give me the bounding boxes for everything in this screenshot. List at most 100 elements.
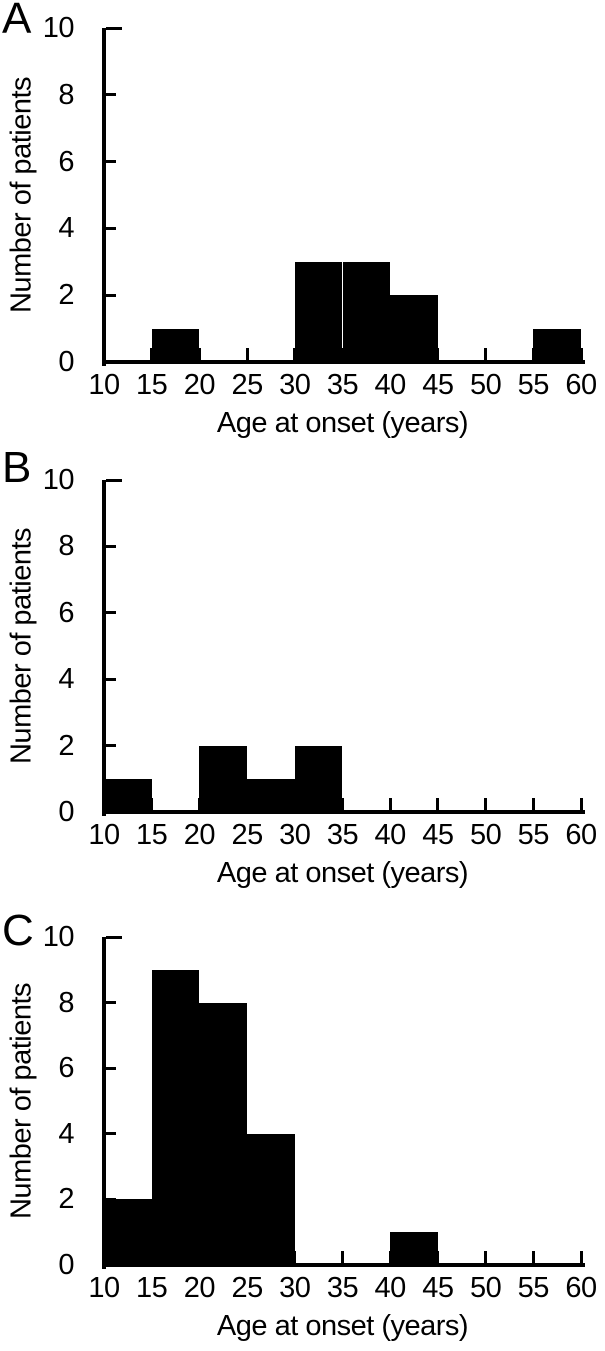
y-axis-title: Number of patients — [5, 76, 38, 314]
y-tick-label: 0 — [58, 796, 74, 828]
y-tick — [106, 611, 116, 615]
y-tick — [106, 544, 116, 548]
x-tick — [102, 348, 106, 360]
x-tick-label: 30 — [279, 1272, 311, 1304]
histogram-bar — [294, 745, 343, 812]
y-tick-label: 6 — [58, 596, 74, 629]
x-tick-label: 15 — [136, 1272, 168, 1304]
x-tick-label: 25 — [231, 819, 263, 851]
x-tick — [484, 348, 488, 360]
x-axis-line — [102, 810, 585, 814]
x-tick-label: 45 — [422, 819, 454, 851]
y-tick — [106, 935, 122, 939]
y-tick-label: 8 — [58, 530, 74, 563]
x-tick — [579, 1251, 583, 1263]
y-tick-label: 10 — [42, 12, 75, 44]
histogram-bar — [390, 295, 438, 362]
x-axis-title: Age at onset (years) — [216, 1310, 469, 1342]
y-tick-label: 10 — [42, 464, 75, 496]
x-tick-label: 30 — [279, 819, 311, 851]
x-tick-label: 45 — [422, 1272, 454, 1304]
histogram-bar — [104, 778, 152, 812]
x-tick-label: 45 — [422, 369, 454, 401]
histogram-bar — [533, 328, 581, 362]
y-tick-label: 6 — [58, 1052, 74, 1085]
y-tick — [106, 677, 116, 681]
x-tick — [531, 798, 535, 810]
x-axis-title: Age at onset (years) — [216, 407, 469, 439]
x-tick — [531, 1251, 535, 1263]
y-tick-label: 8 — [58, 78, 74, 111]
y-tick-label: 4 — [58, 1117, 74, 1150]
x-tick — [579, 348, 583, 360]
histogram-bar — [199, 745, 248, 812]
x-tick-label: 10 — [88, 369, 120, 401]
y-tick-label: 4 — [58, 663, 74, 696]
y-tick-label: 4 — [58, 212, 74, 245]
y-axis-line — [102, 937, 106, 1269]
histogram-bar — [151, 969, 200, 1265]
histogram-bar — [294, 261, 343, 362]
x-tick-label: 35 — [326, 369, 359, 401]
x-tick — [436, 348, 440, 360]
x-tick-label: 55 — [517, 1272, 550, 1304]
x-axis-title: Age at onset (years) — [216, 857, 469, 889]
y-tick-label: 6 — [58, 145, 74, 178]
panel-a: A Number of patients Age at onset (years… — [0, 0, 605, 445]
x-tick-label: 60 — [565, 1272, 597, 1304]
x-tick-label: 50 — [469, 369, 502, 401]
x-tick — [341, 798, 344, 810]
x-tick-label: 30 — [279, 369, 311, 401]
y-tick-label: 10 — [42, 921, 75, 953]
x-tick-label: 15 — [136, 369, 168, 401]
y-tick — [106, 1001, 116, 1005]
y-tick-label: 2 — [58, 729, 74, 762]
y-tick — [106, 744, 116, 748]
y-axis-title: Number of patients — [5, 982, 38, 1220]
y-tick — [106, 293, 116, 297]
y-tick — [106, 226, 116, 230]
x-axis-line — [102, 1263, 585, 1267]
panel-letter-b: B — [2, 443, 32, 492]
histogram-bar — [199, 1002, 248, 1265]
x-tick — [197, 348, 201, 360]
y-tick-label: 8 — [58, 986, 74, 1019]
x-tick — [484, 1251, 488, 1263]
x-tick-label: 35 — [326, 1272, 359, 1304]
y-tick — [106, 93, 116, 97]
y-axis-line — [102, 28, 106, 366]
histogram-bar — [151, 328, 200, 362]
y-tick-label: 2 — [58, 1183, 74, 1216]
x-tick-label: 35 — [326, 819, 359, 851]
x-tick-label: 40 — [374, 1272, 407, 1304]
y-tick — [106, 26, 122, 30]
y-axis-title: Number of patients — [5, 527, 38, 765]
x-axis-line — [102, 360, 585, 364]
y-tick — [106, 1066, 116, 1070]
x-tick-label: 60 — [565, 369, 597, 401]
histogram-bar — [390, 1232, 438, 1265]
x-tick-label: 25 — [231, 1272, 263, 1304]
panel-letter-c: C — [2, 906, 34, 955]
x-tick-label: 40 — [374, 369, 407, 401]
x-tick-label: 20 — [183, 369, 216, 401]
x-tick — [245, 348, 249, 360]
x-tick-label: 40 — [374, 819, 407, 851]
x-tick-label: 15 — [136, 819, 168, 851]
panel-c: C Number of patients Age at onset (years… — [0, 903, 605, 1351]
histogram-bar — [247, 1133, 295, 1265]
y-tick — [106, 1132, 116, 1136]
histogram-bar — [342, 261, 391, 362]
x-tick-label: 55 — [517, 369, 550, 401]
y-tick-label: 2 — [58, 279, 74, 312]
x-tick — [484, 798, 488, 810]
x-tick — [293, 1251, 297, 1263]
x-tick-label: 55 — [517, 819, 550, 851]
y-tick — [106, 478, 122, 482]
x-tick-label: 50 — [469, 819, 502, 851]
x-tick-label: 20 — [183, 1272, 216, 1304]
y-tick-label: 0 — [58, 1249, 74, 1281]
x-tick — [579, 798, 583, 810]
x-tick-label: 20 — [183, 819, 216, 851]
